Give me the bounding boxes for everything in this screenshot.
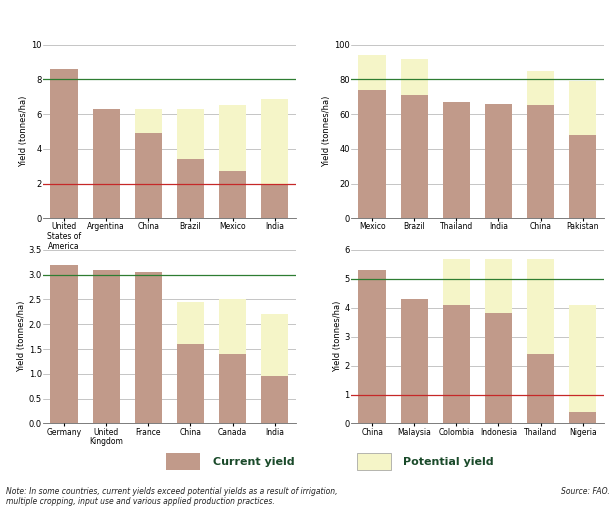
Text: Note: In some countries, current yields exceed potential yields as a result of i: Note: In some countries, current yields … bbox=[6, 487, 338, 506]
Text: MAIZE: MAIZE bbox=[133, 23, 175, 36]
Bar bbox=[219, 354, 246, 423]
Bar bbox=[357, 453, 391, 470]
Bar bbox=[51, 265, 78, 423]
Text: Source: FAO.: Source: FAO. bbox=[561, 487, 610, 495]
Bar bbox=[569, 81, 596, 135]
Bar bbox=[261, 184, 288, 218]
Bar bbox=[135, 109, 162, 133]
Bar bbox=[177, 302, 204, 344]
Text: SUGAR CANE: SUGAR CANE bbox=[419, 23, 505, 36]
Bar bbox=[527, 354, 554, 423]
Bar bbox=[569, 412, 596, 423]
Bar bbox=[359, 90, 386, 218]
Bar bbox=[569, 305, 596, 412]
Bar bbox=[92, 109, 120, 218]
Bar bbox=[135, 133, 162, 218]
Bar bbox=[51, 69, 78, 218]
Bar bbox=[135, 272, 162, 423]
Bar bbox=[443, 102, 470, 218]
Y-axis label: Yield (tonnes/ha): Yield (tonnes/ha) bbox=[322, 96, 331, 167]
Bar bbox=[400, 299, 428, 423]
Bar bbox=[177, 159, 204, 218]
Bar bbox=[485, 104, 512, 218]
Bar bbox=[485, 258, 512, 313]
Bar bbox=[400, 95, 428, 218]
Text: OIL PALM: OIL PALM bbox=[431, 228, 493, 241]
Bar bbox=[359, 55, 386, 90]
Bar bbox=[443, 258, 470, 305]
Bar bbox=[261, 98, 288, 184]
Bar bbox=[261, 376, 288, 423]
Bar bbox=[92, 270, 120, 423]
Bar bbox=[359, 270, 386, 423]
Bar bbox=[400, 58, 428, 95]
Bar bbox=[443, 305, 470, 423]
Bar bbox=[177, 344, 204, 423]
Y-axis label: Yield (tonnes/ha): Yield (tonnes/ha) bbox=[20, 96, 28, 167]
Y-axis label: Yield (tonnes/ha): Yield (tonnes/ha) bbox=[17, 301, 26, 372]
Bar bbox=[219, 299, 246, 354]
Bar bbox=[569, 135, 596, 218]
Bar bbox=[527, 105, 554, 218]
Bar bbox=[219, 105, 246, 171]
Bar bbox=[177, 109, 204, 159]
Text: Potential yield: Potential yield bbox=[403, 457, 494, 467]
Bar bbox=[261, 315, 288, 376]
Y-axis label: Yield (tonnes/ha): Yield (tonnes/ha) bbox=[333, 301, 342, 372]
Bar bbox=[219, 171, 246, 218]
Text: RAPESEED: RAPESEED bbox=[120, 228, 188, 241]
Text: Current yield: Current yield bbox=[213, 457, 294, 467]
Bar bbox=[485, 313, 512, 423]
Bar bbox=[527, 258, 554, 354]
Bar bbox=[527, 70, 554, 105]
Bar bbox=[166, 453, 200, 470]
